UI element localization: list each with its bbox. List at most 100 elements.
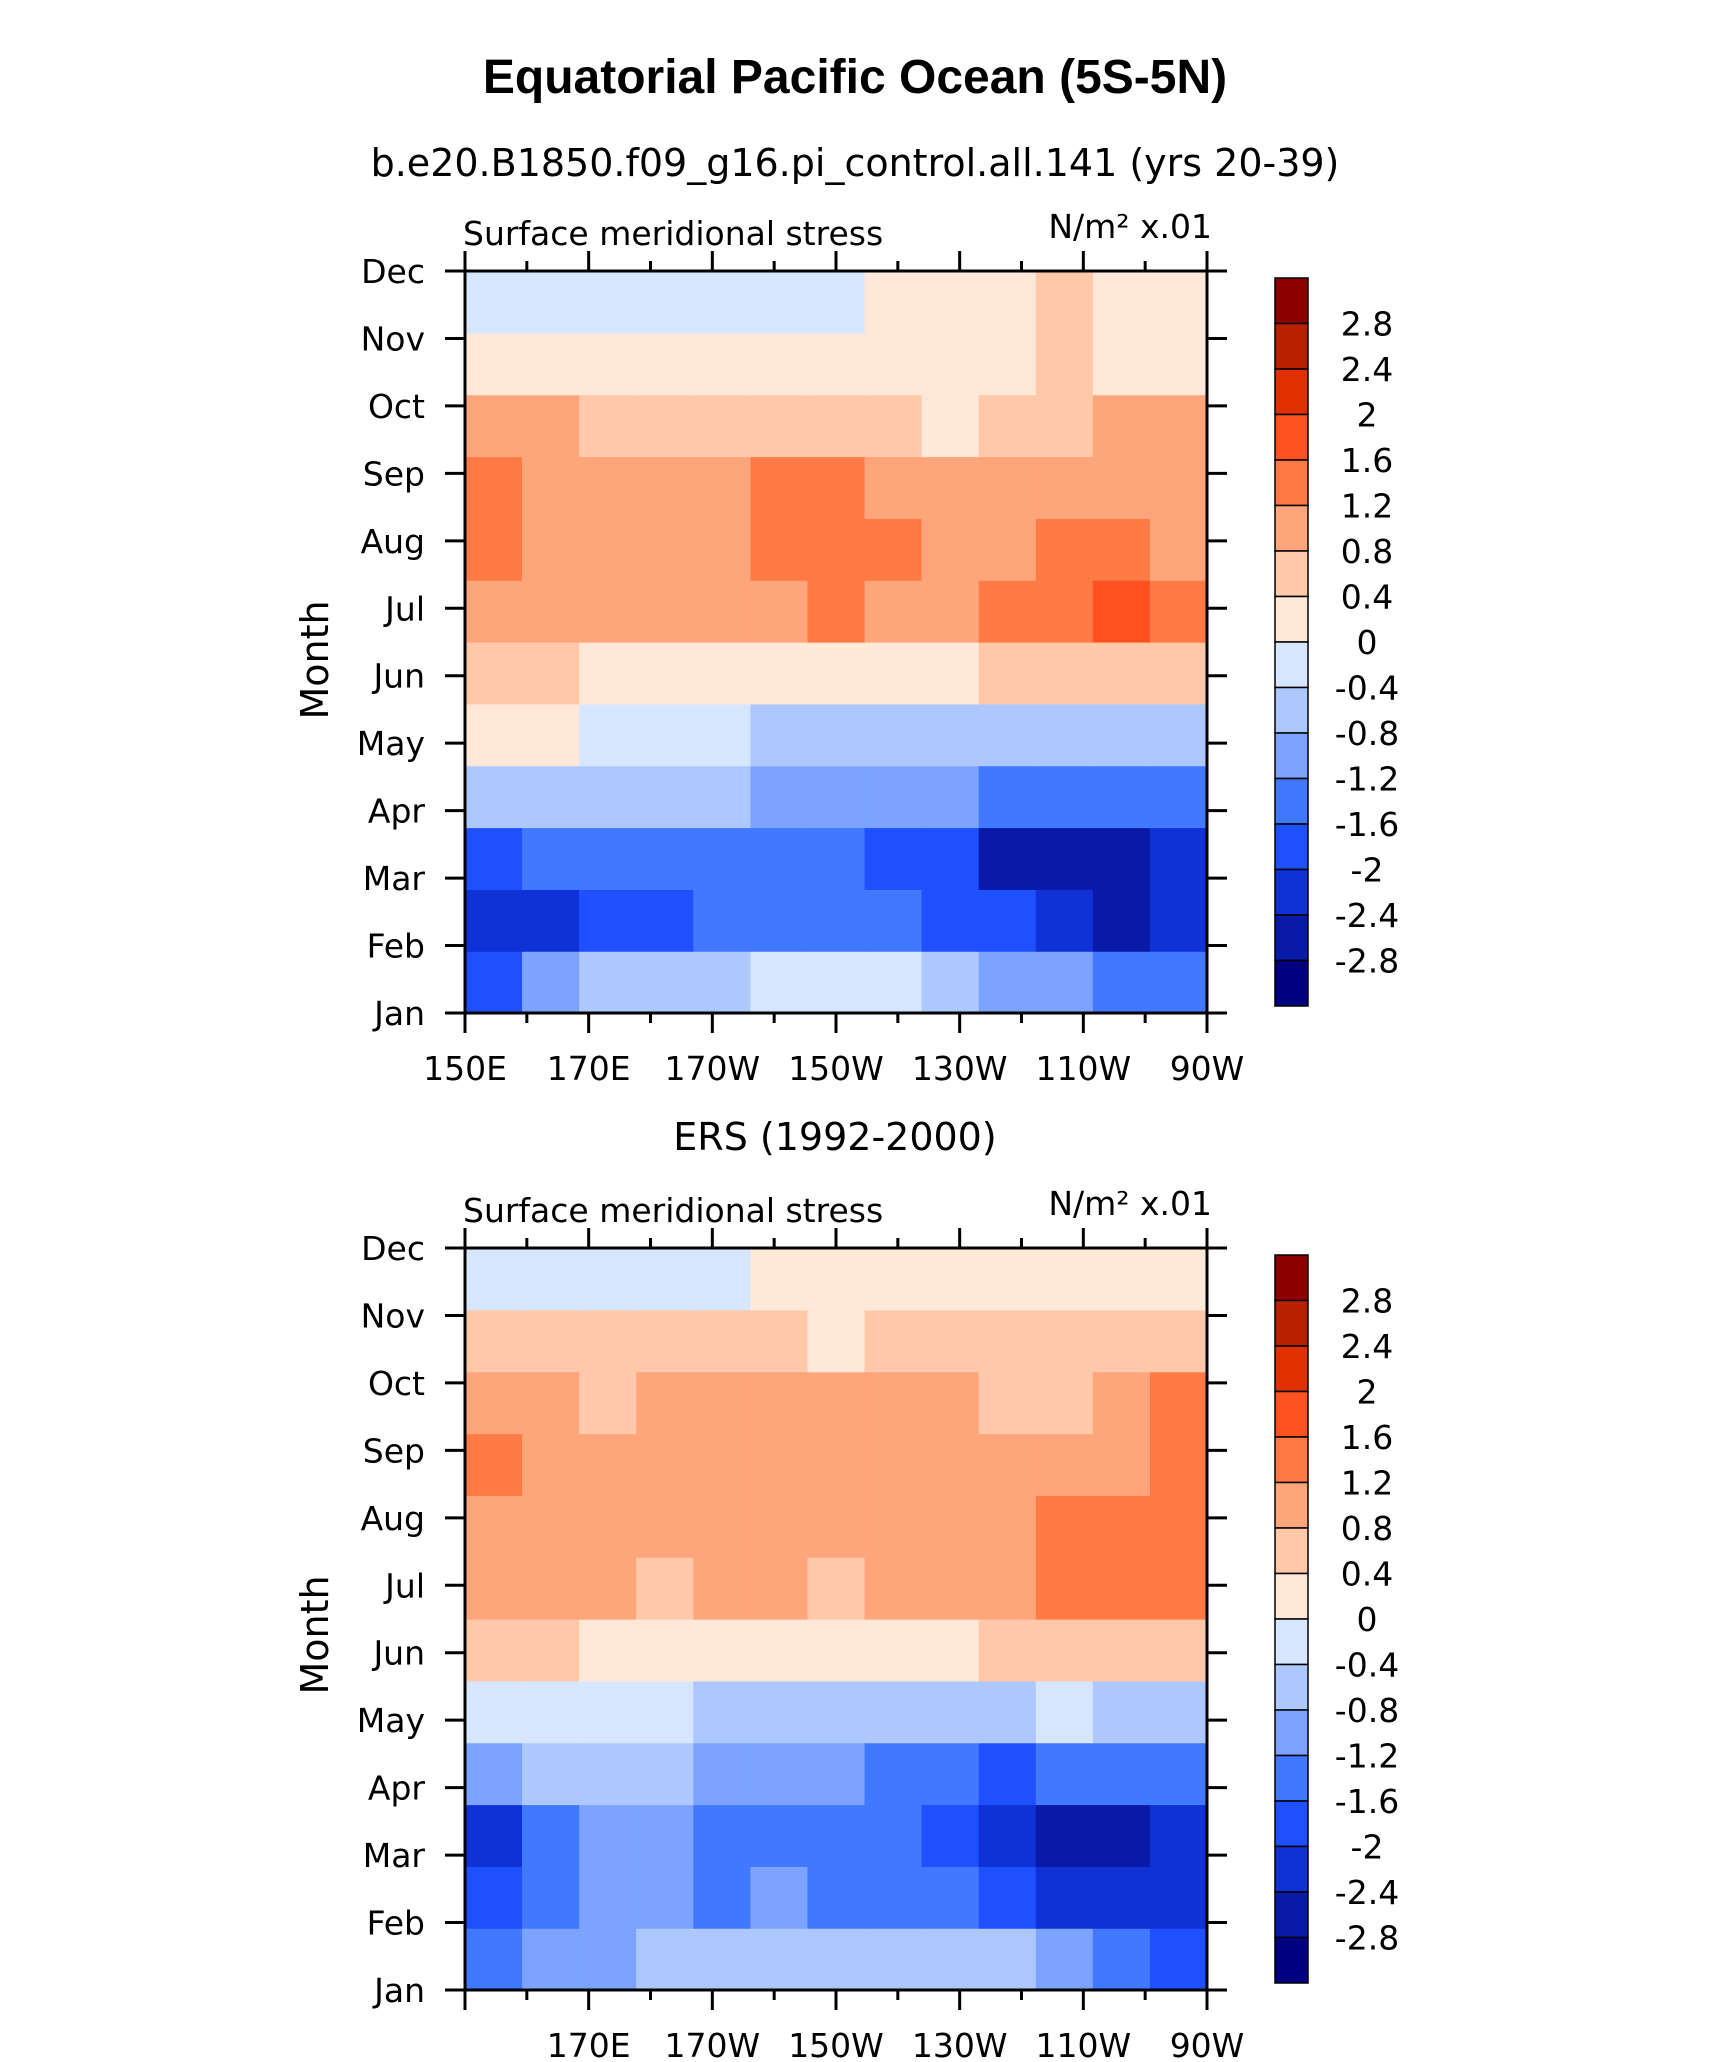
heat-cell (750, 642, 809, 705)
heat-cell (807, 1309, 866, 1373)
heat-cell (579, 889, 637, 952)
y-tick-label: Aug (361, 1499, 425, 1538)
y-tick-label: Nov (361, 1296, 425, 1335)
heat-cell (864, 1495, 923, 1558)
x-tick-label: 170W (665, 1049, 761, 1088)
heat-cell (522, 1371, 580, 1435)
colorbar-box (1274, 595, 1309, 643)
colorbar-label: 2 (1357, 1373, 1378, 1412)
heat-cell (864, 1680, 923, 1744)
colorbar-label: 1.2 (1341, 487, 1393, 526)
heat-cell (465, 1557, 523, 1620)
heat-cell (864, 1742, 923, 1806)
y-tick-label: Feb (367, 927, 425, 966)
colorbar-label: -0.8 (1335, 714, 1399, 753)
colorbar-box (1274, 1299, 1309, 1347)
heat-cell (921, 889, 980, 952)
heat-cell (1035, 889, 1094, 952)
heat-cell (693, 332, 751, 396)
colorbar-label: 2.8 (1341, 305, 1393, 344)
colorbar-box (1274, 1254, 1309, 1302)
heat-cell (693, 1495, 751, 1558)
heat-cell (1149, 332, 1208, 396)
heat-cell (1035, 1557, 1094, 1620)
colorbar-box (1274, 1572, 1309, 1620)
y-tick-label: Aug (361, 522, 425, 561)
colorbar-label: 0.4 (1341, 1555, 1393, 1594)
heat-cell (750, 1928, 809, 1991)
heat-cell (978, 889, 1037, 952)
colorbar-label: 1.6 (1341, 441, 1393, 480)
x-tick-label: 130W (912, 2026, 1008, 2062)
heat-cell (636, 1371, 694, 1435)
colorbar-box (1274, 686, 1309, 734)
y-tick-label: May (357, 724, 425, 763)
heat-cell (579, 1371, 637, 1435)
heat-cell (1035, 1742, 1094, 1806)
heat-cell (465, 1433, 523, 1496)
heat-cell (465, 642, 523, 705)
heat-cell (978, 1619, 1037, 1682)
heat-cell (1035, 765, 1094, 829)
heat-cell (1149, 1248, 1208, 1311)
heat-cell (465, 518, 523, 581)
heat-cell (807, 1557, 866, 1620)
x-tick-label: 150W (788, 1049, 884, 1088)
heat-cell (693, 1248, 751, 1311)
heat-cell (465, 332, 523, 396)
heat-cell (693, 827, 751, 890)
colorbar-label: 2.4 (1341, 1327, 1393, 1366)
heat-cell (579, 1619, 637, 1682)
heat-cell (636, 1928, 694, 1991)
x-tick-label: 130W (912, 1049, 1008, 1088)
heat-cell (1092, 889, 1151, 952)
heat-cell (807, 271, 866, 334)
heat-cell (750, 332, 809, 396)
heat-cell (522, 1495, 580, 1558)
heat-cell (1035, 703, 1094, 767)
y-tick-label: Jul (383, 1566, 425, 1605)
colorbar-label: 2.4 (1341, 350, 1393, 389)
heat-cell (636, 518, 694, 581)
heat-cell (465, 1928, 523, 1991)
colorbar-box (1274, 1709, 1309, 1757)
heat-cell (693, 1309, 751, 1373)
colorbar-label: -2 (1351, 1828, 1384, 1867)
heat-cell (636, 642, 694, 705)
heat-cell (978, 518, 1037, 581)
heat-cell (1092, 1495, 1151, 1558)
y-tick-label: Feb (367, 1904, 425, 1943)
y-axis-label: Month (293, 1575, 337, 1694)
heat-cell (807, 1371, 866, 1435)
colorbar-label: -0.4 (1335, 669, 1399, 708)
heat-cell (921, 1866, 980, 1929)
heat-cell (807, 889, 866, 952)
heat-cell (1092, 1804, 1151, 1867)
heat-cell (1092, 703, 1151, 767)
heat-cell (636, 703, 694, 767)
heat-cell (522, 827, 580, 890)
heat-cell (693, 1680, 751, 1744)
heat-cell (1092, 1866, 1151, 1929)
colorbar-box (1274, 1390, 1309, 1438)
heat-cell (921, 456, 980, 519)
heat-cell (1092, 765, 1151, 829)
heat-cell (807, 1680, 866, 1744)
heat-cell (1149, 1680, 1208, 1744)
heat-cell (465, 1866, 523, 1929)
heat-cell (579, 642, 637, 705)
heat-cell (1149, 703, 1208, 767)
colorbar-label: 0.8 (1341, 532, 1393, 571)
heat-cell (693, 1619, 751, 1682)
heat-cell (978, 1371, 1037, 1435)
y-tick-label: Sep (363, 454, 425, 493)
y-tick-label: Oct (368, 1364, 425, 1403)
heat-cell (978, 1495, 1037, 1558)
heat-cell (522, 332, 580, 396)
heat-cell (636, 271, 694, 334)
left-string: Surface meridional stress (463, 214, 883, 253)
colorbar-box (1274, 1527, 1309, 1575)
heat-cell (978, 1309, 1037, 1373)
heat-cell (921, 332, 980, 396)
heat-cell (579, 1309, 637, 1373)
